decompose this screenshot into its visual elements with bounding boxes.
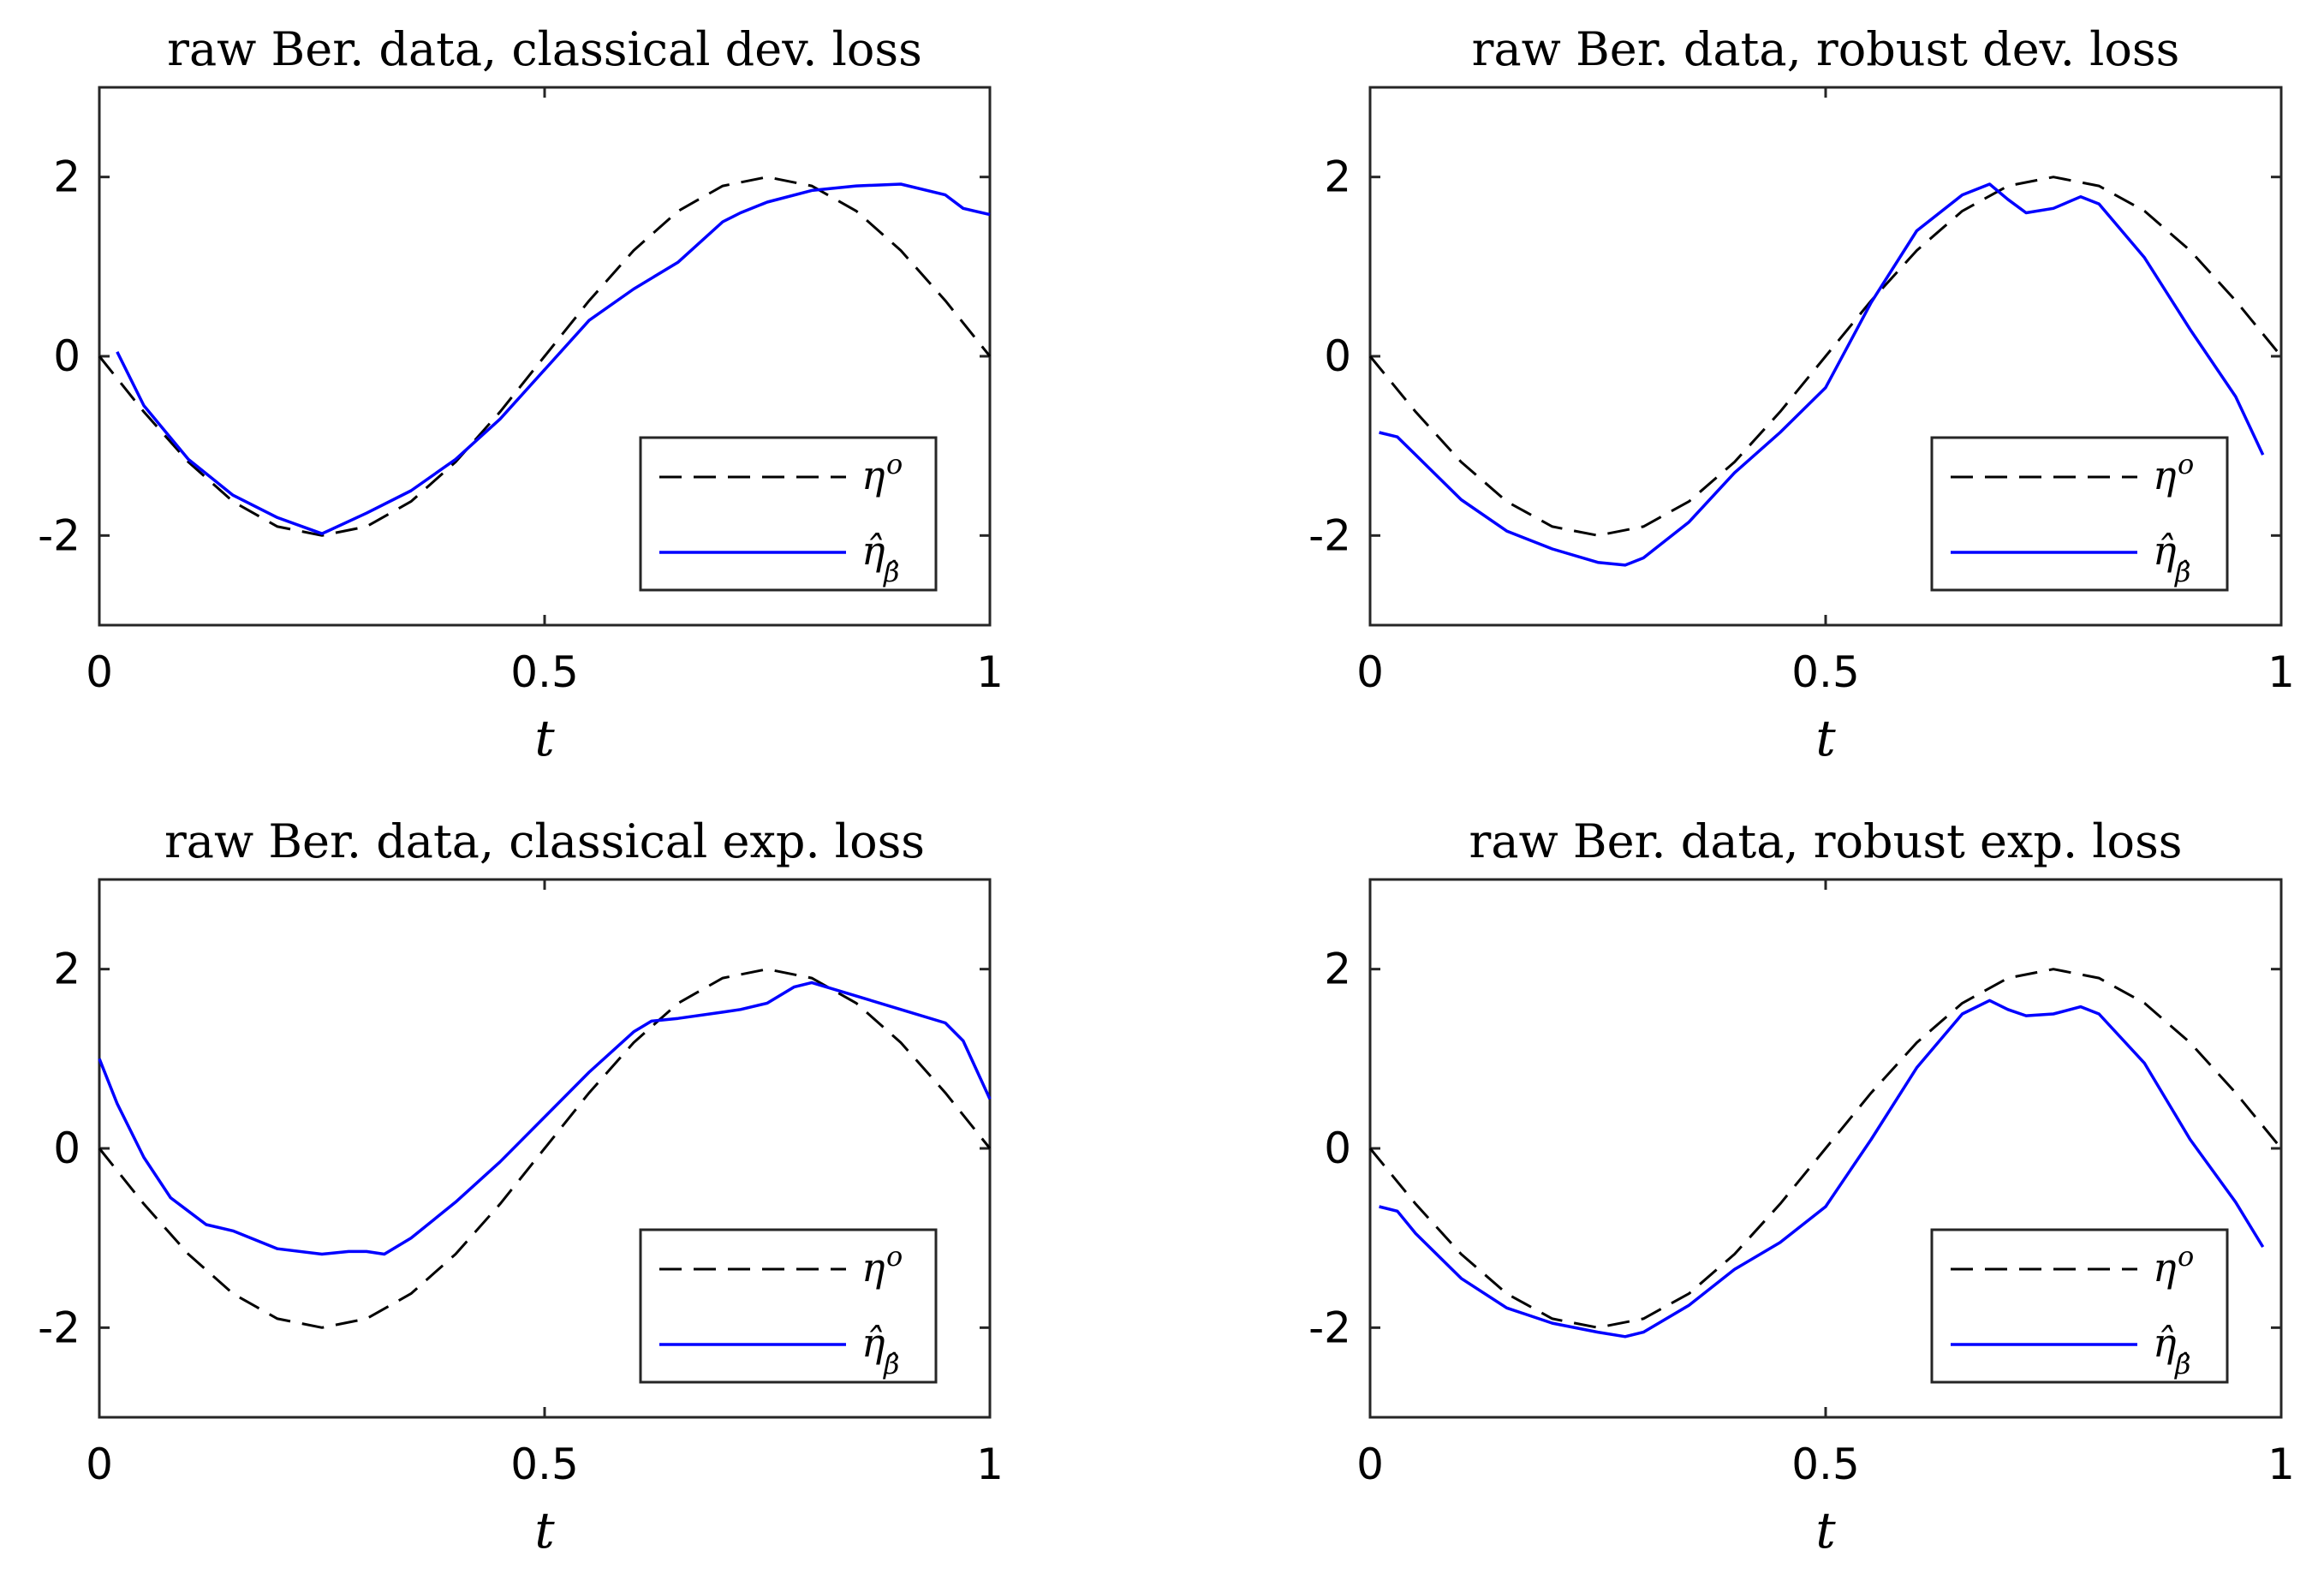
- legend-superscript: o: [2178, 448, 2194, 480]
- series-line-eta-hat: [116, 182, 991, 535]
- y-tick-label: -2: [1308, 510, 1351, 560]
- legend-box: [639, 436, 938, 592]
- chart-panel-3: raw Ber. data, classical exp. loss 0 0.5 1 -…: [38, 814, 1004, 1559]
- chart-panel-1: raw Ber. data, classical dev. loss 0 0.5 1 -…: [38, 22, 1004, 767]
- x-tick-label: 0.5: [510, 1440, 579, 1489]
- chart-title: raw Ber. data, classical dev. loss: [167, 22, 922, 76]
- legend-label-1: η: [2153, 1244, 2177, 1291]
- chart-title: raw Ber. data, robust dev. loss: [1472, 22, 2180, 76]
- y-tick-label: 0: [53, 331, 80, 381]
- legend-box: [1930, 1228, 2229, 1384]
- legend-box: [639, 1228, 938, 1384]
- legend-label-2: η̂: [2153, 1320, 2177, 1366]
- y-tick-label: 2: [53, 152, 80, 202]
- series-line-eta-hat: [98, 981, 992, 1256]
- chart-panel-4: raw Ber. data, robust exp. loss 0 0.5 1 -2 0 2…: [1308, 814, 2295, 1559]
- y-tick-label: 0: [1324, 331, 1351, 381]
- x-axis-label: t: [1815, 709, 1836, 767]
- series-line-eta-hat: [1379, 182, 2265, 567]
- legend-subscript: β̂: [883, 1348, 900, 1380]
- y-tick-label: 0: [53, 1124, 80, 1173]
- x-tick-label: 0: [1356, 1440, 1384, 1489]
- y-tick-label: -2: [1308, 1303, 1351, 1352]
- x-tick-label: 1: [2267, 1440, 2295, 1489]
- x-axis-label: t: [534, 1501, 555, 1559]
- chart-title: raw Ber. data, robust exp. loss: [1469, 814, 2183, 868]
- x-tick-label: 0.5: [1791, 647, 1860, 697]
- series-line-eta-true: [98, 176, 992, 537]
- legend-box: [1930, 436, 2229, 592]
- legend-label-1: η: [861, 1244, 885, 1291]
- y-tick-label: 2: [1324, 152, 1351, 202]
- x-tick-label: 1: [2267, 647, 2295, 697]
- y-tick-label: -2: [38, 1303, 80, 1352]
- legend: η o η̂β̂: [1930, 1228, 2229, 1384]
- legend-label-1: η: [2153, 452, 2177, 498]
- x-tick-label: 1: [976, 1440, 1004, 1489]
- x-tick-label: 0.5: [1791, 1440, 1860, 1489]
- legend-subscript: β̂: [883, 556, 900, 588]
- x-axis-label: t: [534, 709, 555, 767]
- series-line-eta-true: [1368, 176, 2283, 537]
- legend-superscript: o: [2178, 1240, 2194, 1273]
- x-tick-label: 0: [1356, 647, 1384, 697]
- chart-panel-2: raw Ber. data, robust dev. loss 0 0.5 1 -2 0 2…: [1308, 22, 2295, 767]
- legend-label-2: η̂: [2153, 528, 2177, 574]
- y-tick-label: -2: [38, 510, 80, 560]
- y-tick-label: 0: [1324, 1124, 1351, 1173]
- legend-label-1: η: [861, 452, 885, 498]
- legend-label-2: η̂: [861, 528, 885, 574]
- x-axis-label: t: [1815, 1501, 1836, 1559]
- y-tick-label: 2: [53, 945, 80, 994]
- series-line-eta-true: [98, 968, 992, 1329]
- x-tick-label: 0: [86, 1440, 113, 1489]
- legend-superscript: o: [886, 1240, 903, 1273]
- legend-label-2: η̂: [861, 1320, 885, 1366]
- x-tick-label: 1: [976, 647, 1004, 697]
- legend: η o η̂β̂: [639, 436, 938, 592]
- legend-subscript: β̂: [2174, 556, 2191, 588]
- legend: η o η̂β̂: [1930, 436, 2229, 592]
- x-tick-label: 0.5: [510, 647, 579, 697]
- series-line-eta-true: [1368, 968, 2283, 1329]
- series-line-eta-hat: [1379, 999, 2265, 1338]
- legend: η o η̂β̂: [639, 1228, 938, 1384]
- legend-subscript: β̂: [2174, 1348, 2191, 1380]
- y-tick-label: 2: [1324, 945, 1351, 994]
- chart-title: raw Ber. data, classical exp. loss: [164, 814, 925, 868]
- x-tick-label: 0: [86, 647, 113, 697]
- legend-superscript: o: [886, 448, 903, 480]
